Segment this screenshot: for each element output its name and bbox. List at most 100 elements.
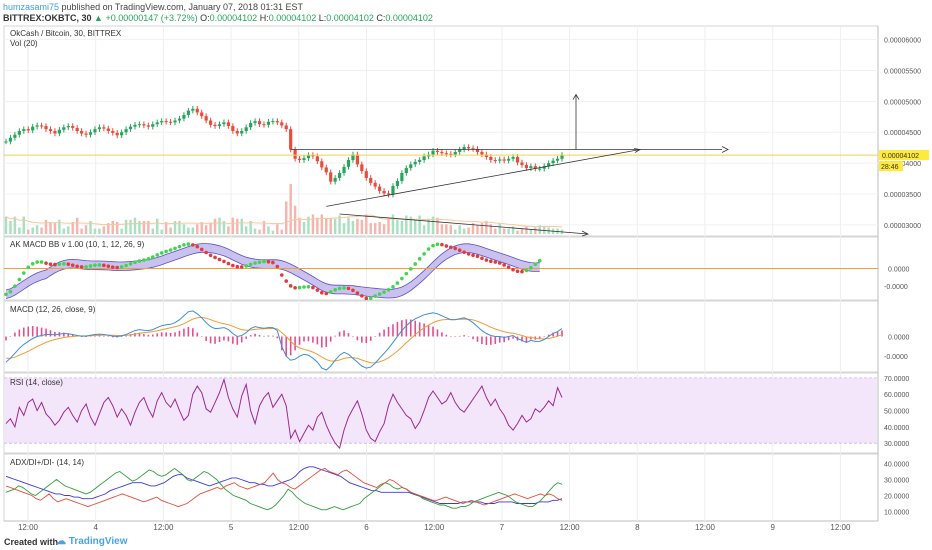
candle-body <box>422 156 426 161</box>
macd-histogram-bar <box>240 336 243 343</box>
akmacd-dot <box>293 285 297 290</box>
akmacd-dot <box>435 242 440 247</box>
volume-bar <box>151 228 154 234</box>
macd-histogram-bar <box>94 335 96 337</box>
akmacd-dot <box>271 260 275 265</box>
macd-histogram-bar <box>14 332 16 337</box>
macd-pane-title: MACD (12, 26, close, 9) <box>10 305 96 314</box>
volume-bar <box>494 228 497 234</box>
macd-histogram-bar <box>103 335 105 337</box>
candle-body <box>231 126 235 131</box>
akmacd-dot <box>30 261 35 266</box>
candle-body <box>195 108 199 113</box>
price-pane-title: OkCash / Bitcoin, 30, BITTREX <box>10 29 122 38</box>
akmacd-dot <box>213 255 217 260</box>
akmacd-dot <box>26 265 31 270</box>
akmacd-dot <box>239 265 244 269</box>
akmacd-dot <box>44 261 48 265</box>
macd-histogram-bar <box>54 331 56 337</box>
volume-bar <box>191 227 195 234</box>
candle-body <box>191 108 195 111</box>
volume-bar <box>369 223 372 234</box>
volume-bar <box>538 225 541 234</box>
akmacd-dot <box>275 264 280 269</box>
macd-histogram-bar <box>316 336 319 345</box>
volume-bar <box>427 218 430 234</box>
candle-body <box>53 131 57 134</box>
adx-tick-label: 40.0000 <box>884 462 909 469</box>
akmacd-dot <box>262 259 266 264</box>
volume-bar <box>534 227 537 234</box>
volume-bar <box>467 227 470 234</box>
macd-histogram-bar <box>263 335 265 337</box>
candle-body <box>297 158 302 161</box>
candle-body <box>84 133 88 135</box>
volume-bar <box>289 184 292 234</box>
candle-body <box>120 132 124 136</box>
volume-bar <box>107 223 110 234</box>
publish-line: humzasami75 published on TradingView.com… <box>3 2 303 13</box>
volume-bar <box>382 224 386 234</box>
akmacd-dot <box>235 264 240 269</box>
candle-body <box>160 121 164 123</box>
candle-body <box>244 127 248 131</box>
volume-bar <box>58 219 61 234</box>
volume-bar <box>298 217 301 234</box>
volume-bar <box>445 224 448 234</box>
macd-histogram-bar <box>67 333 70 337</box>
macd-histogram-bar <box>27 326 30 337</box>
macd-histogram-bar <box>31 326 34 337</box>
candle-body <box>289 129 293 150</box>
macd-histogram-bar <box>45 328 47 337</box>
akmacd-dot <box>66 262 71 266</box>
time-tick-label: 12:00 <box>424 523 445 532</box>
volume-bar <box>471 223 475 234</box>
candle-body <box>235 131 239 134</box>
akmacd-dot <box>462 250 466 254</box>
chart-canvas[interactable]: 12:00 4 12:00 5 12:00 6 12:00 7 12:00 8 12:00 9 12:0… <box>0 0 932 534</box>
volume-bar <box>231 217 235 234</box>
macd-histogram-bar <box>183 328 185 337</box>
macd-histogram-bar <box>125 335 127 337</box>
akmacd-dot <box>480 256 484 261</box>
macd-histogram-bar <box>329 336 332 342</box>
akmacd-dot <box>164 249 168 254</box>
candle-body <box>164 121 168 123</box>
low-label: L: <box>318 13 327 23</box>
candle-body <box>364 171 368 178</box>
macd-histogram-bar <box>147 334 150 337</box>
rsi-tick-label: 40.0000 <box>884 425 909 432</box>
author-link[interactable]: humzasami75 <box>3 2 60 12</box>
volume-bar <box>511 226 515 234</box>
candle-body <box>511 156 515 159</box>
candle-body <box>360 164 364 172</box>
macd-histogram-bar <box>436 329 439 337</box>
volume-bar <box>200 222 203 234</box>
akmacd-dot <box>422 252 426 256</box>
volume-bar <box>196 224 199 234</box>
volume-bar <box>414 219 417 234</box>
candle-body <box>8 137 13 142</box>
candle-body <box>284 125 288 130</box>
volume-label: Vol (20) <box>10 39 38 48</box>
macd-histogram-bar <box>232 336 234 344</box>
tradingview-logo[interactable]: ☁ TradingView <box>56 536 128 547</box>
akmacd-dot <box>133 260 137 265</box>
akmacd-dot <box>53 262 57 267</box>
macd-histogram-bar <box>107 336 110 337</box>
candle-body <box>204 116 208 121</box>
macd-histogram-bar <box>552 332 554 337</box>
candle-body <box>302 158 306 161</box>
macd-histogram-bar <box>543 336 546 338</box>
close-label: C: <box>376 13 386 23</box>
akmacd-dot <box>417 257 422 261</box>
volume-bar <box>329 217 332 234</box>
volume-bar <box>169 227 172 234</box>
volume-bar <box>498 223 501 234</box>
candle-body <box>555 158 560 161</box>
akmacd-dot <box>21 271 26 275</box>
macd-histogram-bar <box>218 336 221 343</box>
candle-body <box>293 149 297 159</box>
macd-histogram-bar <box>374 336 376 337</box>
macd-histogram-bar <box>98 335 101 337</box>
